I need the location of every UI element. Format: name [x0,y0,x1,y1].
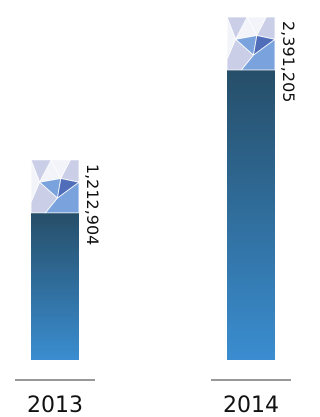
bar [31,212,79,360]
x-tick-label: 2014 [223,393,279,417]
gem-facet [240,38,276,71]
bar-value-label: 2,391,205 [279,21,298,102]
bar-group-2013: 1,212,904 2013 [15,159,102,417]
crystal-gem-icon [226,16,276,71]
x-tick-label: 2013 [27,393,83,417]
bar-value-label: 1,212,904 [83,164,102,245]
bar-group-2014: 2,391,205 2014 [211,16,298,417]
plot-area: 1,212,904 2013 2,391,205 2014 [15,16,298,417]
crystal-gem-icon [30,159,80,214]
gem-facet [44,181,80,214]
bar [227,70,275,360]
